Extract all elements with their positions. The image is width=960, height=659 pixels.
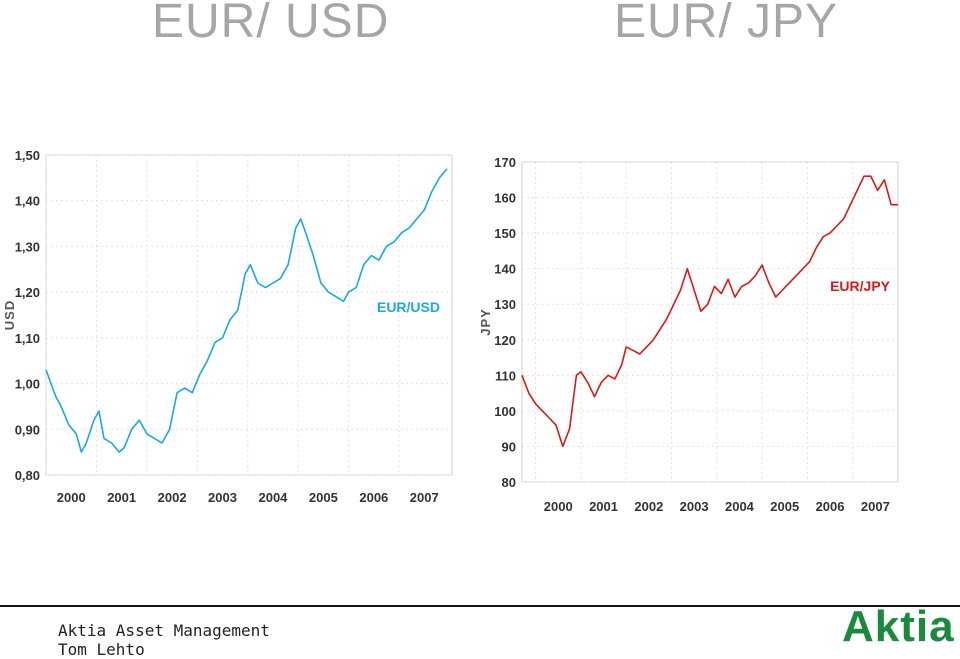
y-tick-label: 170: [494, 155, 516, 170]
y-tick-label: 0,80: [15, 468, 40, 483]
y-tick-label: 90: [502, 439, 516, 454]
y-tick-label: 1,20: [15, 285, 40, 300]
series-label: EUR/USD: [377, 299, 440, 315]
y-tick-label: 160: [494, 191, 516, 206]
x-tick-label: 2004: [258, 490, 288, 505]
y-tick-label: 150: [494, 226, 516, 241]
footer-company: Aktia Asset Management: [58, 621, 270, 640]
y-axis-label: USD: [2, 300, 17, 330]
plot-area: [521, 161, 899, 483]
footer-divider: [0, 605, 960, 607]
x-tick-label: 2007: [861, 499, 890, 514]
x-tick-label: 2004: [725, 499, 755, 514]
eur-jpy-chart: 170 160 150 140 130 120 110 100 90 80 2000 2001 2002…: [478, 155, 899, 514]
aktia-logo: Aktia: [842, 602, 955, 651]
eur-usd-chart: 1,50 1,40 1,30 1,20 1,10 1,00 0,90 0,80 2000 2001…: [2, 148, 453, 505]
y-tick-label: 1,00: [15, 377, 40, 392]
footer-author: Tom Lehto: [58, 640, 145, 659]
x-tick-label: 2001: [107, 490, 136, 505]
x-tick-label: 2001: [589, 499, 618, 514]
x-tick-label: 2002: [634, 499, 663, 514]
x-tick-label: 2003: [680, 499, 709, 514]
x-tick-label: 2006: [816, 499, 845, 514]
y-tick-label: 1,10: [15, 331, 40, 346]
y-tick-label: 110: [495, 368, 516, 383]
series-label: EUR/JPY: [830, 278, 891, 294]
series-line-eur-jpy: [521, 175, 898, 448]
y-tick-label: 130: [494, 297, 516, 312]
plot-area: [45, 154, 453, 476]
x-tick-label: 2007: [410, 490, 439, 505]
y-axis-label: JPY: [478, 308, 493, 336]
y-tick-label: 120: [494, 333, 516, 348]
x-tick-label: 2002: [158, 490, 187, 505]
y-tick-label: 0,90: [15, 422, 40, 437]
y-tick-label: 80: [502, 475, 516, 490]
series-line-eur-usd: [45, 168, 448, 453]
slide-title-eur-jpy: EUR/ JPY: [614, 0, 839, 48]
x-tick-label: 2000: [57, 490, 86, 505]
x-tick-label: 2005: [770, 499, 799, 514]
y-tick-label: 140: [494, 262, 516, 277]
x-tick-label: 2005: [309, 490, 338, 505]
slide-title-eur-usd: EUR/ USD: [152, 0, 390, 48]
y-tick-label: 1,30: [15, 239, 40, 254]
x-tick-label: 2006: [359, 490, 388, 505]
x-tick-label: 2000: [544, 499, 573, 514]
y-tick-label: 1,50: [15, 148, 40, 163]
x-tick-label: 2003: [208, 490, 237, 505]
y-tick-label: 1,40: [15, 194, 40, 209]
y-tick-label: 100: [494, 404, 516, 419]
